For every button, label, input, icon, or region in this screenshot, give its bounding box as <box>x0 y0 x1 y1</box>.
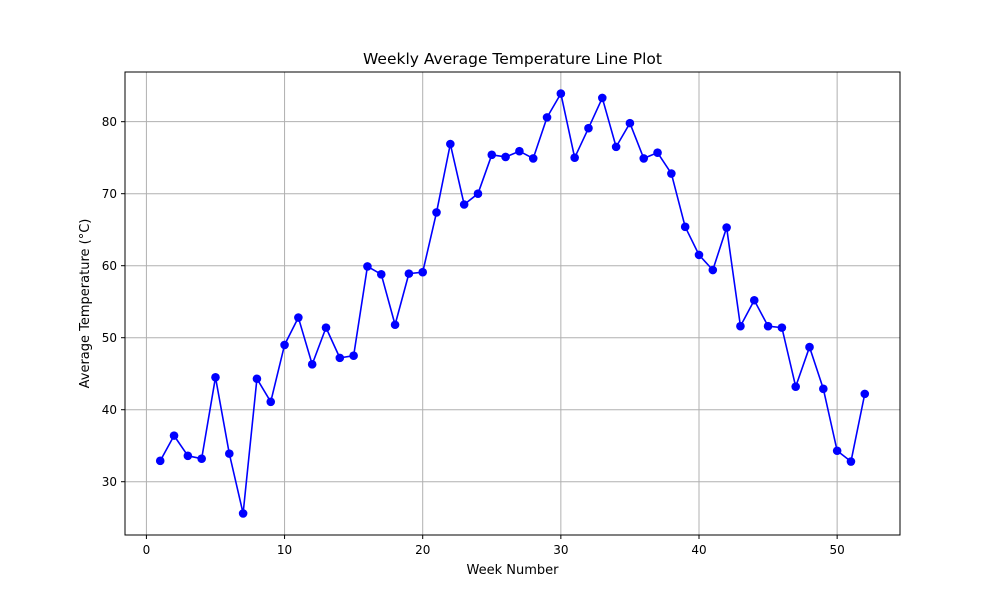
data-point <box>487 150 497 160</box>
x-tick-label: 10 <box>277 543 292 557</box>
data-point <box>749 295 759 305</box>
data-point <box>860 389 870 399</box>
data-point <box>501 152 510 162</box>
data-point <box>570 153 579 162</box>
plot-frame <box>124 71 901 536</box>
data-point <box>197 454 206 463</box>
y-tick-label: 60 <box>102 259 117 273</box>
data-point <box>694 250 704 260</box>
x-tick-label: 30 <box>553 543 568 557</box>
y-tick-label: 80 <box>102 115 117 129</box>
data-point <box>805 342 814 352</box>
data-point <box>515 146 524 156</box>
y-tick-label: 70 <box>102 187 117 201</box>
y-tick-label: 50 <box>102 331 117 345</box>
x-tick-label: 0 <box>143 543 151 557</box>
data-point <box>791 382 800 391</box>
data-point <box>763 321 773 331</box>
data-point <box>459 200 469 209</box>
x-tick-label: 50 <box>830 543 845 557</box>
data-point <box>225 449 234 458</box>
data-point <box>639 154 649 163</box>
data-point <box>625 118 635 128</box>
x-tick-label: 40 <box>691 543 706 557</box>
data-point <box>252 374 262 384</box>
data-point <box>722 223 731 232</box>
data-point <box>266 397 276 407</box>
data-point <box>307 360 317 369</box>
data-point <box>667 169 676 178</box>
y-axis-label: Average Temperature (°C) <box>78 219 93 389</box>
data-point <box>846 457 856 466</box>
data-point <box>321 323 331 332</box>
data-point <box>736 321 745 331</box>
data-point <box>335 353 345 363</box>
data-point <box>349 351 358 361</box>
data-point <box>280 340 289 350</box>
chart-title: Weekly Average Temperature Line Plot <box>363 50 662 68</box>
data-point <box>680 222 690 232</box>
data-point <box>155 456 165 466</box>
data-point <box>473 189 483 198</box>
data-point <box>376 270 386 279</box>
data-point <box>446 139 455 149</box>
data-point <box>597 93 607 103</box>
y-tick-label: 40 <box>102 403 117 417</box>
series-layer <box>155 89 870 518</box>
data-point <box>211 373 220 382</box>
axis-ticks: 0 10 20 30 40 50 30 40 50 60 70 80 <box>102 115 845 557</box>
data-point <box>432 208 441 217</box>
data-point <box>390 320 400 330</box>
data-point <box>238 509 248 518</box>
data-point <box>611 142 621 152</box>
data-point <box>542 113 552 122</box>
data-point <box>819 384 828 394</box>
grid-lines <box>125 72 900 535</box>
data-point <box>363 262 372 271</box>
data-point <box>404 269 414 278</box>
data-point <box>169 431 179 440</box>
data-point <box>556 89 566 98</box>
series-line <box>159 92 866 515</box>
x-tick-label: 20 <box>415 543 430 557</box>
data-point <box>832 446 842 456</box>
data-point <box>653 148 662 157</box>
x-axis-label: Week Number <box>467 563 560 578</box>
y-tick-label: 30 <box>102 475 117 489</box>
data-point <box>294 313 303 322</box>
data-point <box>418 267 428 277</box>
data-point <box>183 451 193 461</box>
data-point <box>528 154 538 163</box>
data-point <box>777 323 787 332</box>
data-point <box>584 123 593 133</box>
data-point <box>708 265 718 275</box>
